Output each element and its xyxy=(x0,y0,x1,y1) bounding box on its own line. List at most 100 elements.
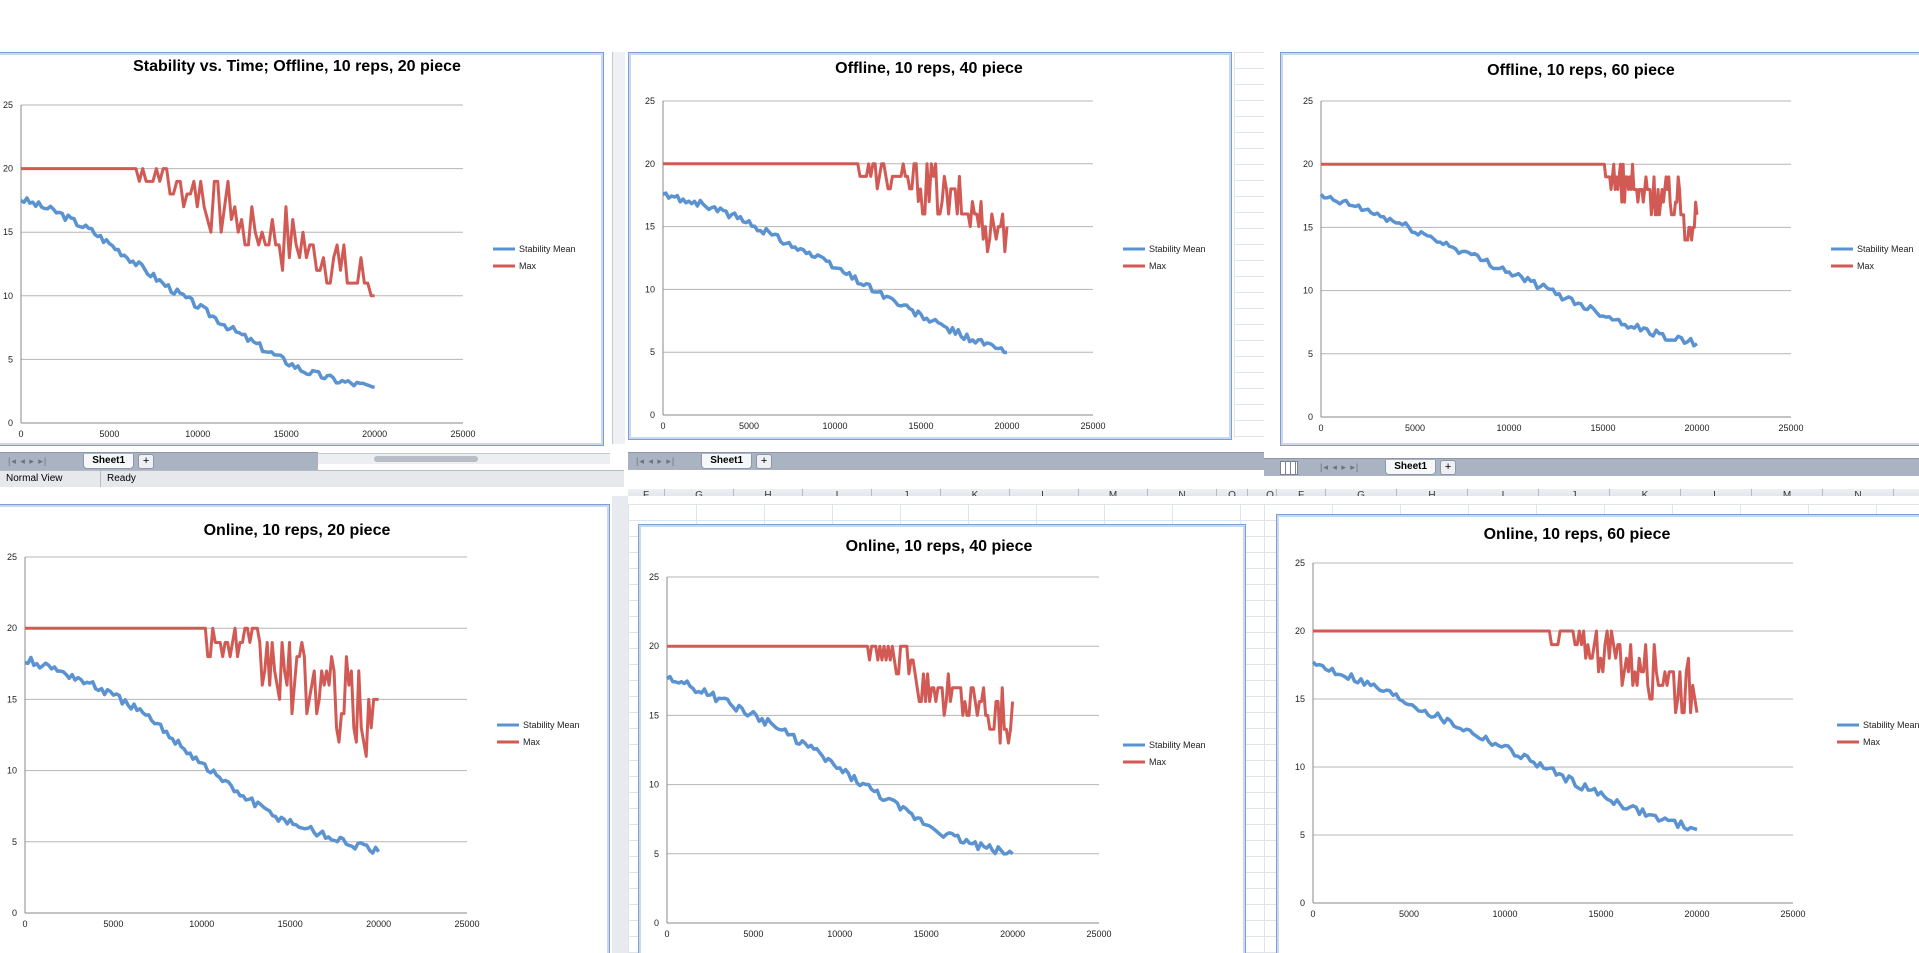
x-tick-label: 20000 xyxy=(1000,929,1025,939)
chart-frame[interactable]: Stability vs. Time; Offline, 10 reps, 20… xyxy=(0,52,604,446)
status-view[interactable]: Normal View xyxy=(0,471,101,487)
x-tick-label: 10000 xyxy=(1496,423,1521,433)
column-header[interactable]: N xyxy=(1148,489,1217,496)
column-header[interactable]: F xyxy=(1277,489,1326,496)
x-tick-label: 25000 xyxy=(450,429,475,439)
chart-title: Online, 10 reps, 60 piece xyxy=(1484,526,1671,543)
legend-label: Max xyxy=(523,737,541,747)
column-header[interactable]: H xyxy=(1397,489,1468,496)
chart-frame[interactable]: Online, 10 reps, 60 piece 0 5 10 15 20 25 0 5000… xyxy=(1276,514,1919,953)
y-tick-label: 25 xyxy=(1303,96,1313,106)
pane-bottom-middle: Online, 10 reps, 40 piece 0 5 10 15 20 25 0 5000… xyxy=(628,504,1264,953)
column-header[interactable]: L xyxy=(1681,489,1752,496)
column-header[interactable]: M xyxy=(1079,489,1148,496)
column-header[interactable]: H xyxy=(734,489,803,496)
legend-label: Stability Mean xyxy=(1149,244,1206,254)
series-max-line xyxy=(21,167,375,298)
x-tick-label: 5000 xyxy=(1399,909,1419,919)
chart-title: Online, 10 reps, 40 piece xyxy=(846,538,1033,555)
x-tick-label: 10000 xyxy=(822,421,847,431)
column-header[interactable]: L xyxy=(1010,489,1079,496)
chart-frame[interactable]: Offline, 10 reps, 40 piece 0 5 10 15 20 25 0 500… xyxy=(628,52,1232,440)
column-header[interactable]: I xyxy=(1468,489,1539,496)
column-header[interactable]: N xyxy=(1823,489,1894,496)
scroll-bar-vertical[interactable] xyxy=(612,52,625,444)
y-tick-label: 15 xyxy=(1303,222,1313,232)
y-tick-label: 25 xyxy=(1295,558,1305,568)
add-sheet-button[interactable]: + xyxy=(756,454,773,469)
series-stability-mean-line xyxy=(662,191,1008,355)
column-header[interactable]: G xyxy=(665,489,734,496)
sheet-grid xyxy=(1234,52,1264,438)
tab-sheet1[interactable]: Sheet1 xyxy=(701,454,753,469)
series-max-line xyxy=(25,626,379,758)
x-tick-label: 5000 xyxy=(99,429,119,439)
x-tick-label: 15000 xyxy=(274,429,299,439)
column-header[interactable]: M xyxy=(1752,489,1823,496)
status-ready: Ready xyxy=(107,473,136,484)
series-stability-mean-line xyxy=(1319,193,1698,348)
column-header[interactable]: O xyxy=(1264,489,1277,496)
pane-divider[interactable] xyxy=(612,496,628,953)
column-header[interactable]: I xyxy=(803,489,872,496)
y-tick-label: 5 xyxy=(1300,830,1305,840)
series-max-line xyxy=(663,162,1009,254)
y-tick-label: 5 xyxy=(1308,349,1313,359)
chart-offline-20: Stability vs. Time; Offline, 10 reps, 20… xyxy=(3,58,576,439)
x-tick-label: 10000 xyxy=(185,429,210,439)
legend-label: Max xyxy=(1857,261,1875,271)
x-tick-label: 10000 xyxy=(1492,909,1517,919)
tab-sheet1[interactable]: Sheet1 xyxy=(83,454,135,469)
legend-label: Max xyxy=(519,261,537,271)
chart-title: Online, 10 reps, 20 piece xyxy=(204,522,391,539)
scroll-thumb[interactable] xyxy=(374,456,478,462)
x-tick-label: 5000 xyxy=(743,929,763,939)
grid-view-icon[interactable] xyxy=(1280,460,1298,475)
y-tick-label: 20 xyxy=(1303,159,1313,169)
y-tick-label: 20 xyxy=(3,164,13,174)
add-sheet-button[interactable]: + xyxy=(1440,460,1457,475)
tab-navigation[interactable]: |◂ ◂ ▸ ▸| xyxy=(636,456,676,466)
x-tick-label: 20000 xyxy=(994,421,1019,431)
tab-navigation[interactable]: |◂ ◂ ▸ ▸| xyxy=(8,456,48,466)
column-header[interactable]: F xyxy=(628,489,665,496)
y-tick-label: 10 xyxy=(7,766,17,776)
y-tick-label: 15 xyxy=(3,227,13,237)
add-sheet-button[interactable]: + xyxy=(138,454,155,469)
tab-navigation[interactable]: |◂ ◂ ▸ ▸| xyxy=(1320,462,1360,472)
y-tick-label: 10 xyxy=(645,284,655,294)
x-tick-label: 5000 xyxy=(739,421,759,431)
column-header[interactable]: J xyxy=(1539,489,1610,496)
x-tick-label: 10000 xyxy=(189,919,214,929)
x-tick-label: 20000 xyxy=(362,429,387,439)
column-header[interactable]: K xyxy=(1610,489,1681,496)
x-tick-label: 20000 xyxy=(1684,423,1709,433)
column-header[interactable]: G xyxy=(1326,489,1397,496)
y-tick-label: 25 xyxy=(649,572,659,582)
y-tick-label: 10 xyxy=(3,291,13,301)
pane-bottom-left: Online, 10 reps, 20 piece 0 5 10 15 20 25 0 5000… xyxy=(0,496,628,953)
tab-sheet1[interactable]: Sheet1 xyxy=(1385,460,1437,475)
chart-online-60: Online, 10 reps, 60 piece 0 5 10 15 20 25 0 5000… xyxy=(1295,526,1919,919)
chart-frame[interactable]: Offline, 10 reps, 60 piece 0 5 10 15 20 25 0 500… xyxy=(1280,52,1919,446)
pane-top-right: Offline, 10 reps, 60 piece 0 5 10 15 20 25 0 500… xyxy=(1264,0,1919,496)
series-stability-mean-line xyxy=(1311,660,1698,832)
chart-title: Offline, 10 reps, 40 piece xyxy=(835,60,1023,77)
y-tick-label: 10 xyxy=(649,780,659,790)
x-tick-label: 0 xyxy=(18,429,23,439)
legend-label: Max xyxy=(1149,261,1167,271)
y-tick-label: 0 xyxy=(12,908,17,918)
x-tick-label: 20000 xyxy=(366,919,391,929)
scroll-bar-horizontal[interactable] xyxy=(318,453,610,464)
chart-frame[interactable]: Online, 10 reps, 40 piece 0 5 10 15 20 25 0 5000… xyxy=(638,524,1246,953)
column-header[interactable]: K xyxy=(941,489,1010,496)
legend-label: Max xyxy=(1863,737,1881,747)
column-header[interactable]: J xyxy=(872,489,941,496)
column-header-row: O F G H I J K L M N xyxy=(1264,489,1919,496)
column-header[interactable]: O xyxy=(1217,489,1248,496)
legend-label: Max xyxy=(1149,757,1167,767)
legend-label: Stability Mean xyxy=(1863,720,1919,730)
x-tick-label: 0 xyxy=(660,421,665,431)
chart-frame[interactable]: Online, 10 reps, 20 piece 0 5 10 15 20 25 0 5000… xyxy=(0,504,610,953)
y-tick-label: 0 xyxy=(1308,412,1313,422)
